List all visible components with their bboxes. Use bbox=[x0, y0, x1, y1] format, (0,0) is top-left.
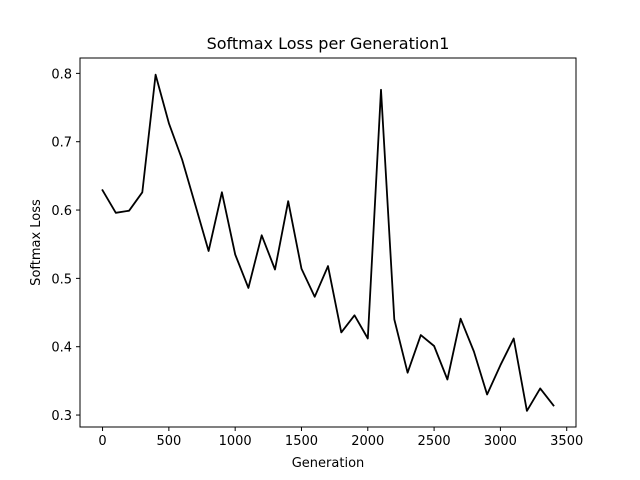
ticks-layer: 0 500 1000 1500 2000 2500 3000 3500 0.3 0.4 0.5 0.6… bbox=[51, 67, 583, 449]
y-axis-label: Softmax Loss bbox=[29, 199, 44, 286]
x-tick-label: 2500 bbox=[418, 434, 451, 449]
x-axis-label: Generation bbox=[292, 456, 365, 471]
chart-title: Softmax Loss per Generation1 bbox=[207, 34, 450, 53]
y-tick-label: 0.5 bbox=[51, 272, 72, 287]
y-tick-label: 0.6 bbox=[51, 204, 72, 219]
x-tick-label: 500 bbox=[156, 434, 181, 449]
x-tick-label: 1000 bbox=[219, 434, 252, 449]
x-tick-label: 3000 bbox=[484, 434, 517, 449]
y-tick-label: 0.7 bbox=[51, 136, 72, 151]
x-tick-label: 1500 bbox=[285, 434, 318, 449]
y-tick-label: 0.3 bbox=[51, 409, 72, 424]
plot-frame bbox=[79, 57, 577, 428]
x-tick-label: 3500 bbox=[550, 434, 583, 449]
y-tick-label: 0.8 bbox=[51, 67, 72, 82]
x-tick-label: 0 bbox=[98, 434, 106, 449]
x-tick-label: 2000 bbox=[351, 434, 384, 449]
series-line bbox=[101, 73, 555, 412]
y-tick-label: 0.4 bbox=[51, 341, 72, 356]
